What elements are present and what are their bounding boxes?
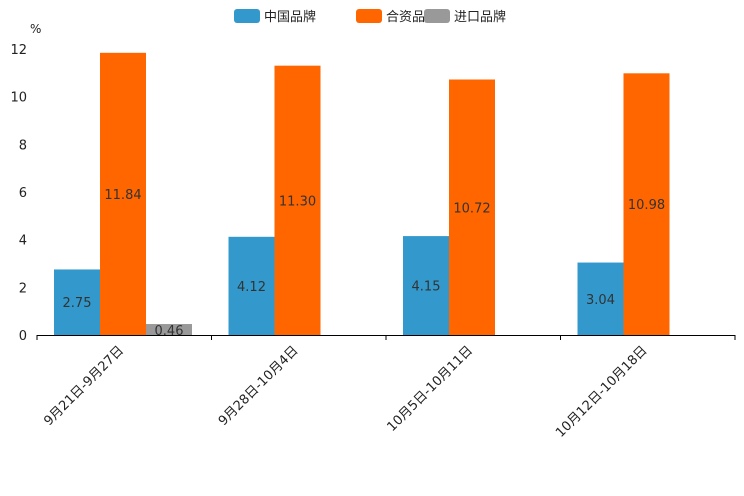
y-axis-unit-label: % <box>30 22 41 36</box>
data-labels: 2.75 11.84 0.46 4.12 11.30 4.15 10.72 3.04 10.98 <box>63 188 666 339</box>
legend-swatch <box>234 9 260 23</box>
x-tick-label: 10月5日-10月11日 <box>384 343 476 435</box>
bar <box>577 262 624 335</box>
y-tick-label: 0 <box>19 329 27 344</box>
x-tick-label: 9月28日-10月4日 <box>216 343 302 429</box>
legend-item-1[interactable]: 中国品牌 <box>234 9 316 25</box>
y-tick-label: 4 <box>19 234 27 249</box>
x-axis: 9月21日-9月27日 9月28日-10月4日 10月5日-10月11日 10月12日… <box>36 335 736 441</box>
bar <box>274 65 321 335</box>
x-tick-label: 10月12日-10月18日 <box>553 343 650 440</box>
bar <box>449 79 495 335</box>
data-label: 3.04 <box>586 293 615 308</box>
legend-swatch <box>424 9 450 23</box>
data-label: 0.46 <box>155 324 184 339</box>
bar <box>403 236 449 335</box>
chart-legend: 中国品牌 合资品牌 进口品牌 <box>234 9 506 25</box>
data-label: 11.30 <box>279 194 316 209</box>
y-tick-label: 6 <box>19 186 27 201</box>
bars <box>54 52 670 336</box>
bar <box>146 324 192 335</box>
y-tick-label: 10 <box>10 91 27 106</box>
legend-swatch <box>356 9 382 23</box>
data-label: 4.12 <box>237 280 266 295</box>
legend-label: 中国品牌 <box>264 9 316 25</box>
y-tick-label: 12 <box>10 43 27 58</box>
data-label: 11.84 <box>104 188 141 203</box>
data-label: 2.75 <box>63 296 92 311</box>
x-tick-label: 9月21日-9月27日 <box>41 343 127 429</box>
data-label: 4.15 <box>412 280 441 295</box>
bar <box>623 73 670 335</box>
legend-item-3[interactable]: 进口品牌 <box>424 9 506 25</box>
data-label: 10.98 <box>628 198 665 213</box>
bar <box>228 236 275 335</box>
y-tick-label: 2 <box>19 281 27 296</box>
data-label: 10.72 <box>453 201 490 216</box>
legend-label: 进口品牌 <box>454 9 506 25</box>
y-tick-label: 8 <box>19 138 27 153</box>
bar <box>54 269 100 335</box>
y-axis: 0 2 4 6 8 10 12 <box>10 43 27 344</box>
bar <box>100 52 146 336</box>
